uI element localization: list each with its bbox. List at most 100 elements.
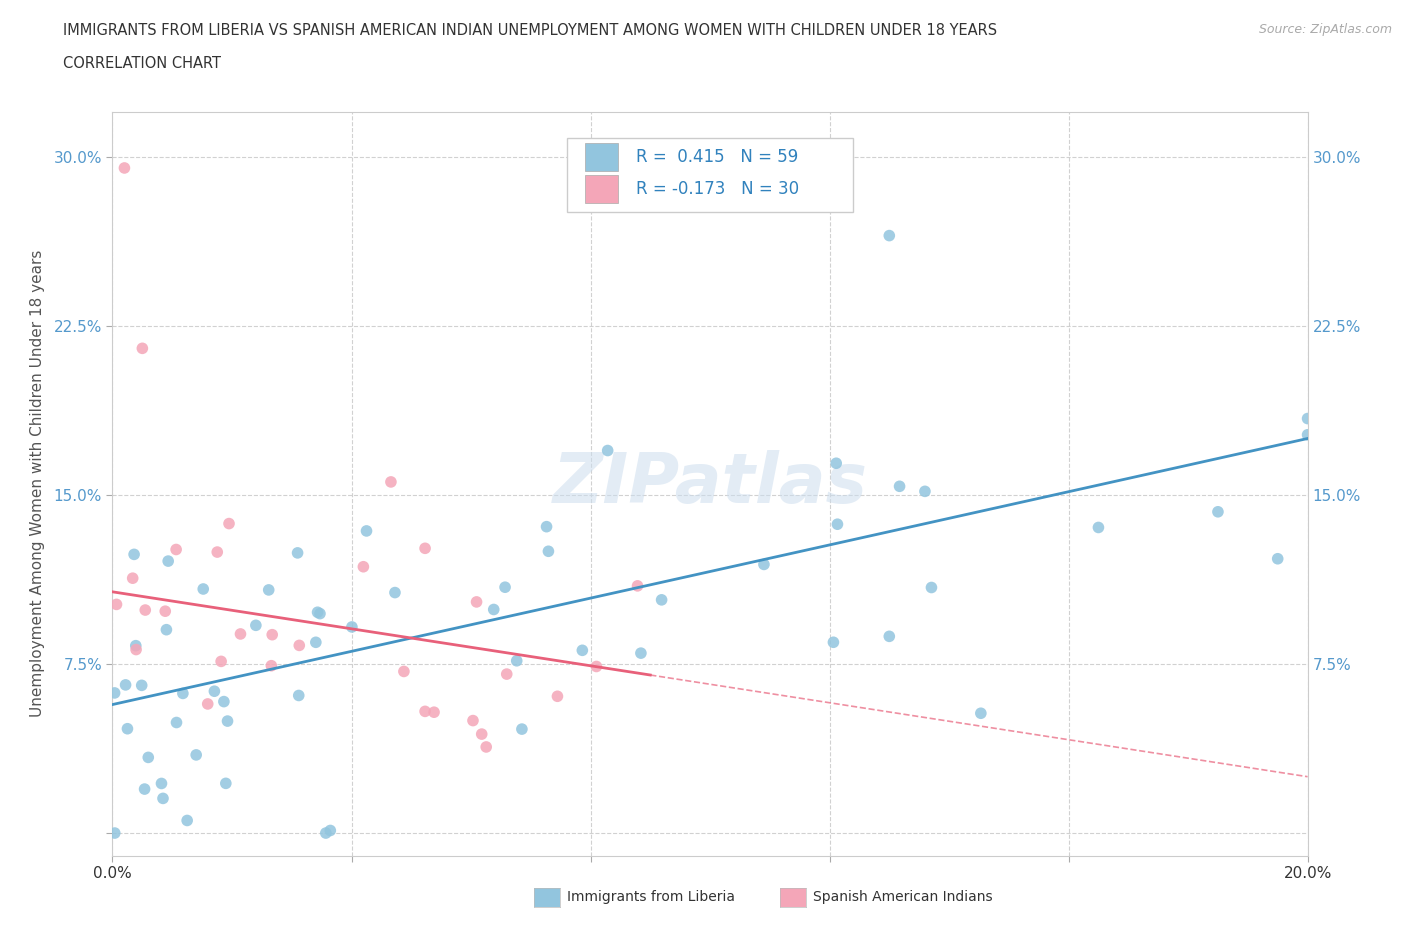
Point xyxy=(626,578,648,593)
Point xyxy=(166,715,188,730)
Point xyxy=(262,627,284,642)
Point xyxy=(131,678,153,693)
Point xyxy=(537,544,560,559)
Point xyxy=(134,781,156,796)
Point xyxy=(121,571,143,586)
Text: ZIPatlas: ZIPatlas xyxy=(553,450,868,517)
Point xyxy=(150,776,173,790)
Text: Spanish American Indians: Spanish American Indians xyxy=(813,890,993,905)
Point xyxy=(104,685,127,700)
Point xyxy=(309,606,332,621)
Point xyxy=(305,635,328,650)
Point xyxy=(827,517,849,532)
Point xyxy=(257,582,280,597)
Point xyxy=(117,722,139,737)
Text: R =  0.415   N = 59: R = 0.415 N = 59 xyxy=(636,148,799,166)
Point xyxy=(596,443,619,458)
Text: Immigrants from Liberia: Immigrants from Liberia xyxy=(567,890,734,905)
Point xyxy=(176,813,198,828)
Point xyxy=(475,739,498,754)
Point xyxy=(215,776,238,790)
Point xyxy=(217,713,239,728)
Point xyxy=(197,697,219,711)
Point xyxy=(1296,411,1319,426)
Point xyxy=(186,748,208,763)
Point xyxy=(651,592,673,607)
Point xyxy=(392,664,415,679)
Point xyxy=(384,585,406,600)
Point xyxy=(157,553,180,568)
Point xyxy=(260,658,283,673)
Point xyxy=(207,545,229,560)
Point xyxy=(155,604,177,618)
Point xyxy=(752,557,775,572)
Point xyxy=(510,722,533,737)
Point xyxy=(879,629,901,644)
Point xyxy=(1296,428,1319,443)
Text: IMMIGRANTS FROM LIBERIA VS SPANISH AMERICAN INDIAN UNEMPLOYMENT AMONG WOMEN WITH: IMMIGRANTS FROM LIBERIA VS SPANISH AMERI… xyxy=(63,23,997,38)
Point xyxy=(319,823,342,838)
FancyBboxPatch shape xyxy=(585,143,619,171)
Point xyxy=(212,694,235,709)
Point xyxy=(307,604,329,619)
Point xyxy=(630,645,652,660)
Point xyxy=(465,594,488,609)
Text: R = -0.173   N = 30: R = -0.173 N = 30 xyxy=(636,180,799,198)
Text: Source: ZipAtlas.com: Source: ZipAtlas.com xyxy=(1258,23,1392,36)
Point xyxy=(131,341,153,356)
Point xyxy=(209,654,232,669)
Y-axis label: Unemployment Among Women with Children Under 18 years: Unemployment Among Women with Children U… xyxy=(31,250,45,717)
Point xyxy=(122,547,145,562)
Point xyxy=(245,618,267,632)
Point xyxy=(413,704,436,719)
Point xyxy=(155,622,177,637)
Point xyxy=(134,603,156,618)
Point xyxy=(114,677,136,692)
Point xyxy=(287,546,309,561)
Point xyxy=(970,706,993,721)
Point xyxy=(152,790,174,805)
Point xyxy=(114,161,135,176)
Point xyxy=(413,541,436,556)
Point xyxy=(193,581,215,596)
Point xyxy=(825,456,848,471)
Point xyxy=(356,524,378,538)
Point xyxy=(1206,504,1229,519)
Text: CORRELATION CHART: CORRELATION CHART xyxy=(63,56,221,71)
Point xyxy=(340,619,363,634)
Point xyxy=(380,474,402,489)
Point xyxy=(287,688,309,703)
Point xyxy=(1267,551,1289,566)
Point xyxy=(172,686,194,701)
Point xyxy=(218,516,240,531)
Point xyxy=(823,635,845,650)
Point xyxy=(165,542,187,557)
FancyBboxPatch shape xyxy=(567,138,853,212)
Point xyxy=(229,627,252,642)
Point xyxy=(104,826,127,841)
Point xyxy=(1087,520,1109,535)
Point xyxy=(105,597,128,612)
Point xyxy=(536,519,558,534)
Point xyxy=(920,580,942,595)
Point xyxy=(471,726,494,741)
Point xyxy=(585,659,607,674)
Point xyxy=(506,654,529,669)
Point xyxy=(879,228,901,243)
Point xyxy=(546,689,568,704)
Point xyxy=(125,642,148,657)
Point xyxy=(495,667,517,682)
Point xyxy=(136,750,159,764)
FancyBboxPatch shape xyxy=(585,175,619,203)
Point xyxy=(202,684,225,698)
Point xyxy=(571,643,593,658)
Point xyxy=(352,559,374,574)
Point xyxy=(494,579,516,594)
Point xyxy=(461,713,484,728)
Point xyxy=(315,826,337,841)
Point xyxy=(125,638,148,653)
Point xyxy=(288,638,311,653)
Point xyxy=(914,484,936,498)
Point xyxy=(482,602,505,617)
Point xyxy=(889,479,911,494)
